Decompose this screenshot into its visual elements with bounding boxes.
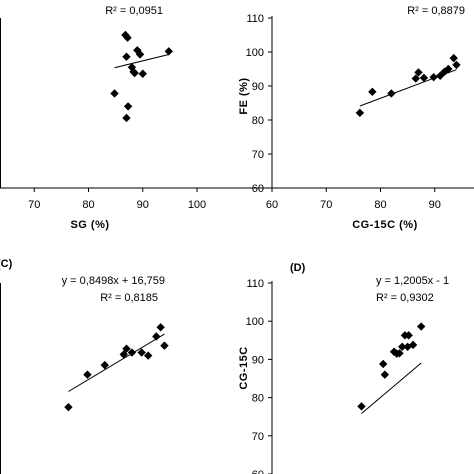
panel-b-data-point xyxy=(435,71,445,80)
panel-b-data-point xyxy=(444,64,453,74)
panel-b-y-tick-label: 70 xyxy=(252,149,264,161)
panel-d-data-point xyxy=(408,340,418,350)
panel-a-x-tick-label: 70 xyxy=(28,199,40,211)
panel-b-x-tick-label: 80 xyxy=(374,199,386,211)
panel-b: R² = 0,8879 60 70 80 90 60 70 80 90 100 110 FE (… xyxy=(0,5,474,231)
panel-a-data-point xyxy=(123,33,132,42)
panel-a-data-point xyxy=(122,52,131,61)
panel-b-x-ticks: 60 70 80 90 xyxy=(266,188,441,211)
panel-b-y-tick-label: 110 xyxy=(246,13,264,25)
panel-a-x-tick-label: 90 xyxy=(137,199,149,211)
panel-c-r2-annotation: R² = 0,8185 xyxy=(100,292,158,304)
panel-d-data-point xyxy=(357,402,366,411)
panel-b-y-axis-label: FE (%) xyxy=(238,77,250,114)
panel-a-points xyxy=(110,30,173,123)
panel-c-data-point xyxy=(64,402,73,412)
panel-d-y-tick-label: 80 xyxy=(252,393,264,405)
panel-b-y-ticks: 60 70 80 90 100 110 xyxy=(246,13,272,195)
panel-a-data-point xyxy=(138,69,147,78)
panel-a-data-point xyxy=(110,89,119,98)
panel-d-points xyxy=(357,322,426,414)
panel-b-data-point xyxy=(419,73,429,83)
panel-b-y-tick-label: 100 xyxy=(246,47,264,59)
panel-d-data-point xyxy=(398,342,407,351)
panel-c-data-point xyxy=(152,332,161,341)
panel-b-data-point xyxy=(411,74,420,83)
panel-b-data-point xyxy=(368,87,377,96)
panel-b-data-point xyxy=(355,108,365,118)
panel-d-y-tick-label: 70 xyxy=(252,431,264,443)
panel-a-x-tick-label: 100 xyxy=(188,199,206,211)
panel-a: R² = 0,0951 70 80 90 100 SG (%) xyxy=(0,5,206,231)
panel-c-data-point xyxy=(156,323,165,332)
panel-c-data-point xyxy=(122,344,131,353)
panel-a-data-point xyxy=(122,113,131,123)
panel-a-data-point xyxy=(135,50,145,59)
panel-c: (C) y = 0,8498x + 16,759 R² = 0,8185 xyxy=(0,258,169,474)
panel-a-data-point xyxy=(164,47,173,56)
panel-a-r2-annotation: R² = 0,0951 xyxy=(105,5,163,17)
panel-b-data-point xyxy=(414,68,423,77)
panel-d: (D) y = 1,2005x - 1 R² = 0,9302 60 70 80 90… xyxy=(238,262,449,474)
panel-a-x-tick-label: 80 xyxy=(82,199,94,211)
panel-c-data-point xyxy=(160,341,169,350)
panel-d-data-point xyxy=(379,359,388,369)
panel-b-x-axis-label: CG-15C (%) xyxy=(352,219,418,231)
panel-d-y-tick-label: 110 xyxy=(246,278,264,290)
panel-d-y-tick-label: 90 xyxy=(252,354,264,366)
panel-b-data-point xyxy=(449,53,458,63)
panel-b-y-tick-label: 60 xyxy=(252,183,264,195)
panel-d-data-point xyxy=(395,349,404,358)
panel-d-equation-annotation: y = 1,2005x - 1 xyxy=(376,275,449,287)
panel-c-equation-annotation: y = 0,8498x + 16,759 xyxy=(62,275,165,287)
panel-c-trendline xyxy=(68,333,165,392)
panel-a-x-ticks: 70 80 90 100 xyxy=(28,188,206,211)
panel-d-data-point xyxy=(380,370,390,379)
panel-c-data-point xyxy=(119,350,128,359)
panel-a-data-point xyxy=(130,68,139,78)
panel-b-y-tick-label: 90 xyxy=(252,81,264,93)
panel-c-data-point xyxy=(143,351,153,360)
panel-c-data-point xyxy=(127,348,137,357)
panel-b-data-point xyxy=(429,72,438,82)
panel-d-r2-annotation: R² = 0,9302 xyxy=(376,292,434,304)
panel-b-r2-annotation: R² = 0,8879 xyxy=(407,5,465,17)
panel-b-points xyxy=(355,53,461,118)
panel-b-x-tick-label: 90 xyxy=(429,199,441,211)
panel-d-y-tick-label: 60 xyxy=(252,469,264,474)
panel-d-y-axis-label: CG-15C xyxy=(238,346,250,389)
panel-d-y-tick-label: 100 xyxy=(246,316,264,328)
panel-c-data-point xyxy=(100,360,109,370)
panel-d-data-point xyxy=(404,331,413,340)
panel-a-trendline xyxy=(114,53,169,69)
panel-d-y-ticks: 60 70 80 90 100 110 xyxy=(246,278,272,474)
panel-d-trendline xyxy=(361,362,422,414)
panel-d-data-point xyxy=(416,322,426,331)
panel-c-data-point xyxy=(137,348,146,357)
panel-b-y-tick-label: 80 xyxy=(252,115,264,127)
panel-a-x-axis-label: SG (%) xyxy=(70,219,109,231)
panel-c-points xyxy=(64,323,169,412)
panel-b-data-point xyxy=(387,89,396,98)
panel-b-x-tick-label: 70 xyxy=(320,199,332,211)
panel-b-data-point xyxy=(452,60,461,70)
panel-b-x-tick-label: 60 xyxy=(266,199,278,211)
panel-a-data-point xyxy=(123,102,133,111)
panel-c-label: (C) xyxy=(0,258,13,270)
panel-c-data-point xyxy=(83,370,92,379)
panel-d-label: (D) xyxy=(290,262,306,274)
